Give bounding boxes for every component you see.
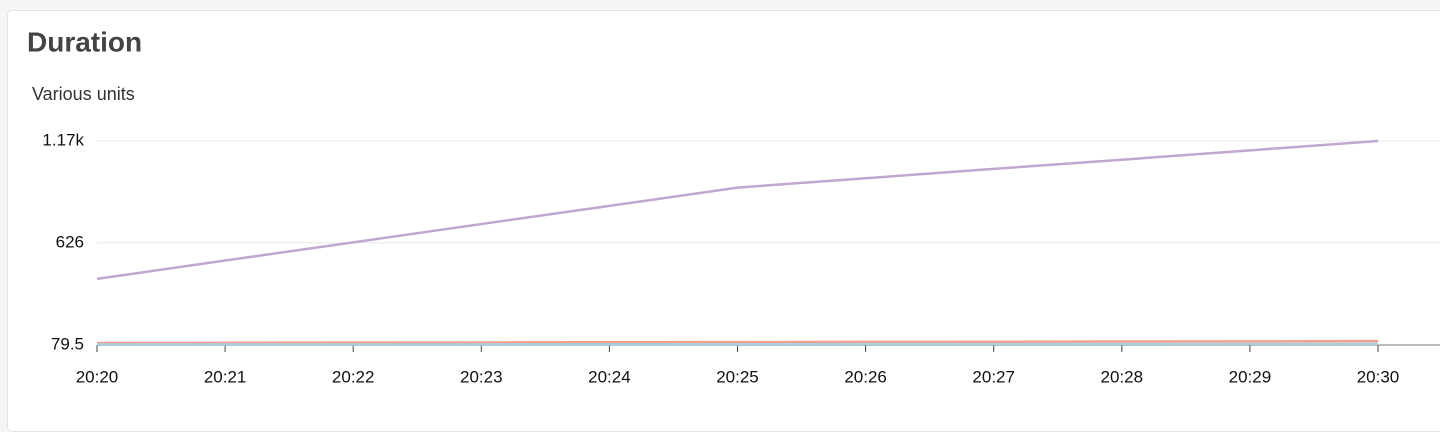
y-axis-label: Various units xyxy=(32,84,135,104)
x-tick-label: 20:26 xyxy=(844,367,887,386)
chart-title: Duration xyxy=(27,26,142,57)
x-tick-label: 20:23 xyxy=(460,367,503,386)
x-tick-label: 20:22 xyxy=(332,367,375,386)
x-tick-label: 20:25 xyxy=(716,367,759,386)
x-tick-label: 20:27 xyxy=(972,367,1015,386)
x-tick-label: 20:28 xyxy=(1101,367,1144,386)
x-tick-label: 20:29 xyxy=(1229,367,1272,386)
page: {"chart_data": {"type": "line", "title":… xyxy=(7,10,1440,432)
x-tick-label: 20:20 xyxy=(76,367,119,386)
y-tick-label: 1.17k xyxy=(42,130,84,149)
series-line xyxy=(96,339,1379,345)
series-line xyxy=(96,139,1379,281)
y-tick-label: 626 xyxy=(56,232,84,251)
series-line xyxy=(97,342,1378,346)
x-tick-label: 20:30 xyxy=(1357,367,1400,386)
x-tick-label: 20:24 xyxy=(588,367,631,386)
y-tick-label: 79.5 xyxy=(51,334,84,353)
panel xyxy=(7,10,1440,432)
chart: Duration Various units 79.5 626 1.17k 20:20… xyxy=(27,26,1440,386)
x-tick-label: 20:21 xyxy=(204,367,247,386)
